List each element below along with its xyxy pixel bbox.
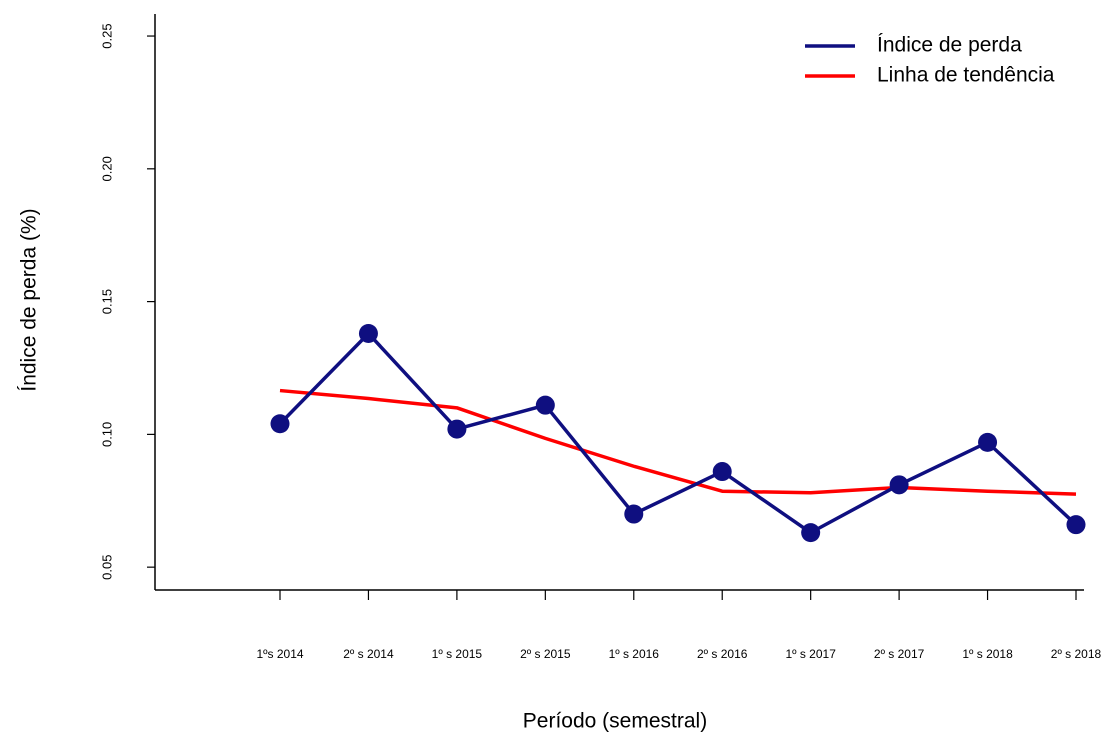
x-tick-label: 1º s 2017 (785, 647, 836, 661)
x-tick-label: 2º s 2014 (343, 647, 394, 661)
x-tick-label: 1ºs 2014 (256, 647, 303, 661)
x-tick-label: 2º s 2018 (1051, 647, 1102, 661)
y-tick-label: 0.20 (99, 156, 114, 181)
y-tick-label: 0.25 (99, 23, 114, 48)
x-tick-label: 1º s 2015 (432, 647, 483, 661)
series-line (279, 388, 1077, 496)
legend-label: Linha de tendência (877, 64, 1055, 87)
point (889, 475, 909, 495)
y-tick-label: 0.10 (99, 422, 114, 447)
y-tick-label: 0.05 (99, 555, 114, 580)
point (624, 504, 644, 524)
legend-label: Índice de perda (877, 34, 1022, 57)
point (1066, 515, 1086, 535)
point (535, 395, 555, 415)
x-tick-label: 1º s 2018 (962, 647, 1013, 661)
y-axis-title: Índice de perda (%) (18, 208, 41, 391)
point (712, 462, 732, 482)
point (801, 523, 821, 543)
x-tick-label: 2º s 2017 (874, 647, 925, 661)
point (358, 323, 378, 343)
point (978, 432, 998, 452)
x-tick-label: 2º s 2016 (697, 647, 748, 661)
point (270, 414, 290, 434)
series-line (278, 331, 1078, 535)
y-tick-label: 0.15 (99, 289, 114, 314)
x-tick-label: 2º s 2015 (520, 647, 571, 661)
x-tick-label: 1º s 2016 (609, 647, 660, 661)
x-axis-title: Período (semestral) (523, 710, 707, 733)
point (447, 419, 467, 439)
